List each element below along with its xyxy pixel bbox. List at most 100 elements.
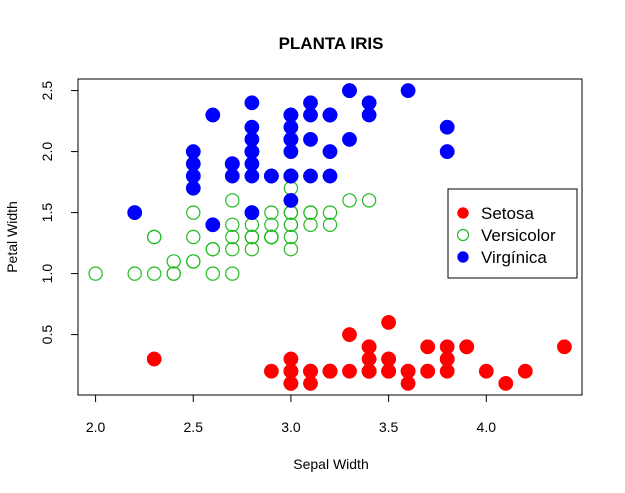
y-tick-label: 1.5 <box>39 203 55 223</box>
point-virgnica-32 <box>244 119 260 135</box>
point-versicolor-13 <box>264 217 279 232</box>
point-versicolor-22 <box>186 205 201 220</box>
x-tick-label: 3.0 <box>281 419 301 435</box>
point-setosa-16 <box>459 339 475 355</box>
point-virgnica-7 <box>263 168 279 184</box>
point-versicolor-48 <box>186 254 201 269</box>
x-tick-label: 2.5 <box>184 419 204 435</box>
point-setosa-41 <box>146 351 162 367</box>
point-setosa-14 <box>478 363 494 379</box>
point-virgnica-19 <box>127 205 143 221</box>
legend: Setosa Versicolor Virgínica <box>447 188 578 279</box>
y-axis: 0.5 1.0 1.5 2.0 2.5 <box>39 81 79 345</box>
point-versicolor-10 <box>88 266 103 281</box>
point-versicolor-15 <box>303 217 318 232</box>
point-virgnica-14 <box>244 95 260 111</box>
point-virgnica-31 <box>439 144 455 160</box>
legend-marker <box>456 228 470 242</box>
point-versicolor-17 <box>225 266 240 281</box>
point-virgnica-44 <box>342 83 357 99</box>
x-tick-label: 4.0 <box>477 419 497 435</box>
point-versicolor-31 <box>166 266 181 281</box>
points-layer <box>88 83 572 391</box>
point-setosa-31 <box>361 339 377 355</box>
x-axis-label: Sepal Width <box>293 456 368 472</box>
point-virgnica-49 <box>283 168 299 184</box>
point-versicolor-33 <box>225 193 240 208</box>
point-virgnica-34 <box>205 217 221 233</box>
point-setosa-37 <box>400 375 416 391</box>
point-setosa-45 <box>283 351 299 367</box>
point-virgnica-37 <box>303 168 318 184</box>
point-versicolor-39 <box>186 229 201 245</box>
point-setosa-34 <box>303 363 318 379</box>
point-setosa-33 <box>517 363 533 379</box>
point-virgnica-46 <box>185 156 201 172</box>
point-virgnica-10 <box>322 144 338 160</box>
point-virgnica-25 <box>322 168 338 184</box>
x-axis: 2.0 2.5 3.0 3.5 4.0 <box>86 394 497 435</box>
y-axis-label: Petal Width <box>4 201 20 273</box>
point-virgnica-39 <box>303 131 318 147</box>
point-virgnica-45 <box>283 107 299 123</box>
point-setosa-49 <box>342 363 357 379</box>
point-versicolor-42 <box>205 241 220 257</box>
point-setosa-23 <box>342 327 357 343</box>
point-versicolor-26 <box>244 217 260 232</box>
y-tick-label: 1.0 <box>39 264 55 284</box>
chart-title: PLANTA IRIS <box>279 34 384 53</box>
point-versicolor-29 <box>205 266 220 281</box>
point-versicolor-1 <box>322 205 338 220</box>
point-setosa-43 <box>381 314 397 330</box>
point-versicolor-32 <box>225 241 240 257</box>
point-versicolor-38 <box>283 229 299 245</box>
legend-marker <box>457 207 469 219</box>
point-setosa-40 <box>381 351 397 367</box>
point-setosa-47 <box>322 363 338 379</box>
point-versicolor-44 <box>225 229 240 245</box>
point-setosa-48 <box>420 363 436 379</box>
point-virgnica-33 <box>244 205 260 221</box>
point-versicolor-34 <box>283 205 299 220</box>
y-tick-label: 0.5 <box>39 325 55 345</box>
point-virgnica-17 <box>439 119 455 135</box>
point-versicolor-6 <box>342 193 357 208</box>
point-setosa-46 <box>439 363 455 379</box>
point-versicolor-9 <box>225 217 240 232</box>
point-versicolor-45 <box>283 241 299 257</box>
point-virgnica-43 <box>322 107 338 123</box>
x-tick-label: 3.5 <box>379 419 399 435</box>
legend-marker <box>457 251 469 263</box>
legend-label: Setosa <box>481 204 534 223</box>
point-virgnica-42 <box>224 156 240 172</box>
legend-label: Versicolor <box>481 226 556 245</box>
point-versicolor-47 <box>264 229 279 245</box>
point-setosa-15 <box>556 339 572 355</box>
point-setosa-39 <box>361 363 377 379</box>
point-setosa-44 <box>439 339 455 355</box>
point-virgnica-18 <box>205 107 221 123</box>
point-setosa-8 <box>263 363 279 379</box>
legend-label: Virgínica <box>481 248 547 267</box>
point-versicolor-23 <box>244 241 260 257</box>
point-virgnica-30 <box>244 156 260 172</box>
point-versicolor-12 <box>127 266 142 281</box>
point-versicolor-27 <box>283 180 299 196</box>
point-versicolor-0 <box>322 217 338 232</box>
point-virgnica-41 <box>303 107 318 123</box>
legend-box <box>447 188 578 279</box>
point-versicolor-37 <box>146 229 162 245</box>
point-versicolor-30 <box>166 254 181 269</box>
point-versicolor-36 <box>303 205 318 220</box>
point-versicolor-41 <box>283 217 299 232</box>
point-virgnica-47 <box>283 144 299 160</box>
y-tick-label: 2.5 <box>39 81 55 101</box>
x-tick-label: 2.0 <box>86 419 106 435</box>
point-virgnica-48 <box>361 107 377 123</box>
point-versicolor-49 <box>244 229 260 245</box>
point-virgnica-24 <box>342 131 357 147</box>
point-virgnica-29 <box>283 192 299 208</box>
point-setosa-32 <box>498 375 514 391</box>
point-setosa-21 <box>420 339 436 355</box>
